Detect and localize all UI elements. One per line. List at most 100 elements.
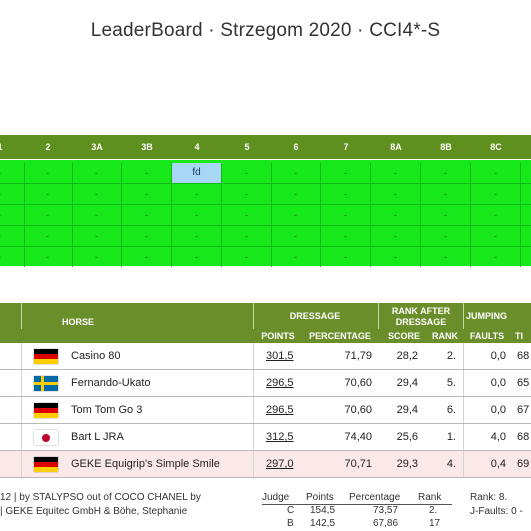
- obstacle-cell: -: [421, 226, 471, 246]
- obstacle-cell: -: [421, 247, 471, 267]
- obstacle-cell: -: [72, 163, 122, 183]
- obstacle-cell: -: [23, 163, 73, 183]
- obstacle-cell: -: [72, 205, 122, 225]
- obstacle-header[interactable]: 7: [343, 142, 349, 152]
- obstacle-header[interactable]: 6: [293, 142, 299, 152]
- obstacle-cell: -: [122, 163, 172, 183]
- obstacle-cell: -: [122, 247, 172, 267]
- time-column-header[interactable]: TI: [515, 331, 523, 341]
- faults-column-header[interactable]: FAULTS: [469, 331, 505, 341]
- results-header: HORSE DRESSAGE RANK AFTER DRESSAGE JUMPI…: [0, 303, 531, 343]
- obstacle-cell: -: [471, 205, 521, 225]
- dressage-points-link[interactable]: 296,5: [266, 377, 294, 389]
- obstacle-header[interactable]: 8C: [490, 142, 502, 152]
- obstacle-header[interactable]: 3A: [91, 142, 103, 152]
- judge-row: B 142,5 67,86 17: [262, 518, 452, 531]
- obstacle-cell: -: [172, 205, 222, 225]
- points-column-header[interactable]: POINTS: [261, 331, 295, 341]
- obstacle-cell: -: [222, 205, 272, 225]
- result-row[interactable]: Fernando-Ukato 296,5 70,60 29,4 5. 0,0 6…: [0, 370, 531, 397]
- horse-name[interactable]: Casino 80: [71, 350, 121, 362]
- obstacle-header[interactable]: 4: [194, 142, 200, 152]
- obstacle-cell: -: [321, 205, 371, 225]
- judge-points: 154,5: [310, 505, 336, 516]
- result-row-selected[interactable]: GEKE Equigrip's Simple Smile 297,0 70,71…: [0, 451, 531, 478]
- score-column-header[interactable]: SCORE: [387, 331, 420, 341]
- obstacle-cell: -: [0, 184, 25, 204]
- dressage-rank: 6.: [446, 404, 456, 416]
- obstacle-cell: -: [0, 247, 25, 267]
- obstacle-cell: -: [0, 163, 25, 183]
- obstacle-cell: -: [23, 247, 73, 267]
- horse-name[interactable]: Fernando-Ukato: [71, 377, 151, 389]
- results-subheader: POINTS PERCENTAGE SCORE RANK FAULTS TI: [0, 329, 531, 343]
- result-row[interactable]: Tom Tom Go 3 296,5 70,60 29,4 6. 0,0 67: [0, 397, 531, 424]
- obstacle-cell: -: [271, 163, 321, 183]
- dressage-column-header[interactable]: DRESSAGE: [289, 311, 341, 321]
- obstacle-cell: -: [321, 247, 371, 267]
- jumping-faults: 0,0: [490, 377, 506, 389]
- dressage-percentage: 70,60: [344, 404, 372, 416]
- horse-name[interactable]: Tom Tom Go 3: [71, 404, 143, 416]
- dressage-score: 29,3: [396, 458, 418, 470]
- obstacle-cell: -: [271, 184, 321, 204]
- result-row[interactable]: Bart L JRA 312,5 74,40 25,6 1. 4,0 68: [0, 424, 531, 451]
- judge-letter: C: [287, 505, 295, 516]
- dressage-percentage: 70,60: [344, 377, 372, 389]
- obstacle-header[interactable]: 3B: [141, 142, 153, 152]
- horse-owner-line: | GEKE Equitec GmbH & Böhe, Stephanie: [0, 506, 188, 517]
- judge-header: Judge: [262, 492, 290, 503]
- dressage-percentage: 74,40: [344, 431, 372, 443]
- obstacle-cell: -: [471, 163, 521, 183]
- obstacle-header[interactable]: 1: [0, 135, 25, 159]
- obstacle-cell: -: [421, 205, 471, 225]
- judge-row: C 154,5 73,57 2.: [262, 505, 452, 518]
- dressage-points-link[interactable]: 297,0: [266, 458, 294, 470]
- obstacle-cell: -: [222, 184, 272, 204]
- obstacle-header[interactable]: 8A: [390, 142, 402, 152]
- percentage-column-header[interactable]: PERCENTAGE: [309, 331, 371, 341]
- horse-pedigree-line: 12 | by STALYPSO out of COCO CHANEL by: [0, 492, 201, 503]
- obstacle-cell: -: [222, 226, 272, 246]
- germany-flag-icon: [34, 457, 58, 472]
- rank-column-header[interactable]: RANK: [432, 331, 458, 341]
- obstacle-row: - - - - - - - - - - -: [0, 205, 531, 226]
- jumping-time: 67: [517, 404, 530, 416]
- obstacle-cell-highlighted: fd: [172, 163, 222, 183]
- jumping-faults: 0,4: [490, 458, 506, 470]
- obstacle-cell: -: [0, 205, 25, 225]
- obstacle-cell: -: [222, 247, 272, 267]
- japan-flag-icon: [34, 430, 58, 445]
- obstacle-cell: -: [371, 184, 421, 204]
- horse-name[interactable]: GEKE Equigrip's Simple Smile: [71, 458, 220, 470]
- dressage-points-link[interactable]: 312,5: [266, 431, 294, 443]
- jumping-time: 69: [517, 458, 530, 470]
- obstacle-cell: -: [72, 226, 122, 246]
- dressage-points-link[interactable]: 296,5: [266, 404, 294, 416]
- obstacle-cell: -: [222, 163, 272, 183]
- rank-after-dressage-header[interactable]: RANK AFTER DRESSAGE: [391, 306, 451, 327]
- obstacle-cell: -: [23, 226, 73, 246]
- obstacle-cell: -: [23, 184, 73, 204]
- obstacle-cell: -: [421, 184, 471, 204]
- obstacle-cell: -: [172, 184, 222, 204]
- obstacle-header[interactable]: 5: [244, 142, 250, 152]
- germany-flag-icon: [34, 349, 58, 364]
- obstacle-header[interactable]: 2: [45, 142, 51, 152]
- horse-column-header[interactable]: HORSE: [62, 317, 95, 327]
- sweden-flag-icon: [34, 376, 58, 391]
- obstacle-cell: -: [471, 226, 521, 246]
- obstacle-cell: -: [0, 226, 25, 246]
- obstacle-cell: -: [371, 163, 421, 183]
- percentage-header: Percentage: [349, 492, 401, 503]
- dressage-percentage: 71,79: [344, 350, 372, 362]
- rank-header: Rank: [418, 492, 442, 503]
- jumping-column-header[interactable]: JUMPING: [466, 311, 508, 321]
- obstacle-row: - - - - - - - - - - -: [0, 247, 531, 267]
- obstacle-header[interactable]: 8B: [440, 142, 452, 152]
- judge-points: 142,5: [310, 518, 336, 529]
- horse-name[interactable]: Bart L JRA: [71, 431, 124, 443]
- obstacle-cell: -: [172, 247, 222, 267]
- result-row[interactable]: Casino 80 301,5 71,79 28,2 2. 0,0 68: [0, 343, 531, 370]
- dressage-points-link[interactable]: 301,5: [266, 350, 294, 362]
